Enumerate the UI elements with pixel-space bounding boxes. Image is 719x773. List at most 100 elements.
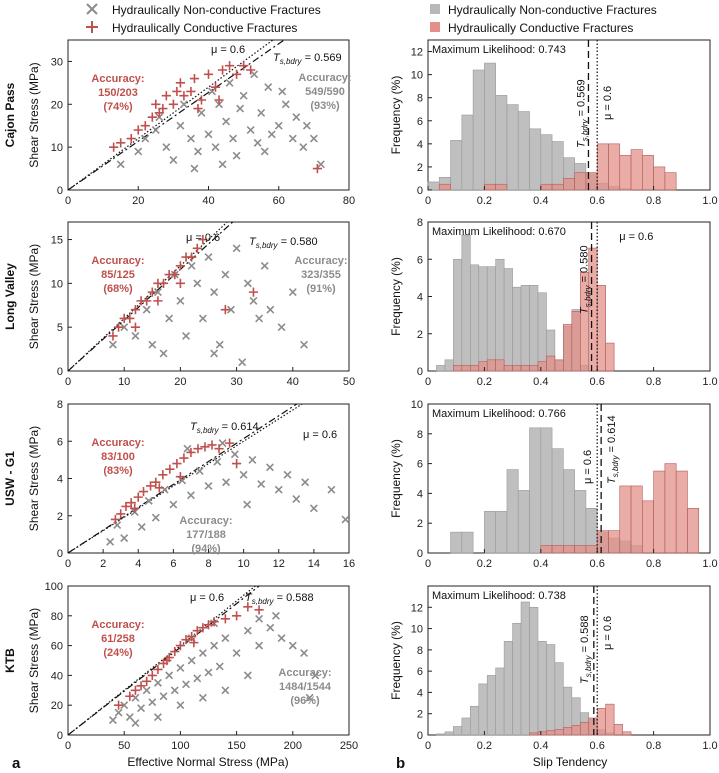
bar-conductive — [461, 365, 471, 372]
point-nonconductive — [204, 668, 213, 677]
histogram-panel-1: 0 0.2 0.4 0.6 0.8 1.0 0 2 4 6 8 Maximum Likelihood:… — [389, 217, 718, 388]
x-tick-label: 0.8 — [646, 558, 661, 570]
point-nonconductive — [193, 279, 202, 288]
point-nonconductive — [186, 491, 195, 500]
x-tick-label: 2 — [100, 558, 106, 570]
x-tick-label: 0 — [425, 740, 431, 752]
accuracy-conductive: 150/203 — [98, 87, 138, 99]
point-nonconductive — [227, 305, 235, 314]
bar-conductive — [563, 545, 575, 554]
x-tick-label: 30 — [230, 376, 242, 388]
x-tick-label: 8 — [205, 558, 211, 570]
accuracy-nonconductive: 1484/1544 — [279, 681, 332, 693]
point-conductive — [147, 670, 157, 680]
point-nonconductive — [125, 713, 134, 722]
point-nonconductive — [243, 279, 252, 288]
x-tick-label: 40 — [202, 195, 214, 207]
point-nonconductive — [218, 439, 227, 448]
point-nonconductive — [137, 522, 146, 531]
point-nonconductive — [229, 134, 238, 143]
x-tick-label: 0.4 — [533, 558, 548, 570]
bar-nonconductive — [484, 510, 496, 554]
point-nonconductive — [267, 130, 276, 139]
tsbdry-label: Ts,bdry = 0.614 — [606, 415, 620, 484]
bar-conductive — [495, 359, 505, 372]
point-nonconductive — [198, 314, 207, 323]
plot-area — [68, 404, 349, 553]
bar-conductive — [563, 727, 573, 736]
legend-label-con: Hydraulically Conductive Fractures — [112, 21, 297, 35]
bar-conductive — [596, 708, 606, 736]
histogram-panel-3: 0 0.2 0.4 0.6 0.8 1.0 0 2 4 6 8 10 12 Maximum Likelih… — [389, 585, 718, 752]
bar-conductive — [529, 365, 539, 372]
point-conductive — [210, 82, 221, 92]
scatter-xlabel: Effective Normal Stress (MPa) — [127, 755, 288, 769]
bar-conductive — [520, 365, 530, 372]
bar-conductive — [579, 721, 590, 736]
point-nonconductive — [197, 108, 206, 117]
point-conductive — [158, 470, 168, 480]
friction-label: μ = 0.6 — [619, 231, 653, 243]
point-nonconductive — [288, 288, 297, 297]
x-tick-label: 0.2 — [477, 376, 492, 388]
bar-nonconductive — [486, 675, 496, 736]
bar-conductive — [619, 485, 632, 554]
x-tick-label: 0 — [425, 376, 431, 388]
point-nonconductive — [271, 611, 280, 620]
x-tick-label: 1.0 — [702, 558, 717, 570]
bar-nonconductive — [512, 286, 522, 372]
bar-nonconductive — [444, 359, 454, 372]
bar-conductive — [642, 155, 654, 191]
legend-scatter: Hydraulically Non-conductive Fractures H… — [86, 3, 321, 35]
point-nonconductive — [281, 100, 290, 109]
x-tick-label: 50 — [343, 376, 355, 388]
bar-nonconductive — [554, 662, 564, 736]
accuracy-conductive: 85/125 — [101, 269, 135, 281]
bar-conductive — [551, 183, 564, 191]
bar-conductive — [563, 178, 575, 191]
bar-nonconductive — [453, 258, 463, 372]
scatter-panel-1: 0 10 20 30 40 50 0 5 10 15 Accuracy: 85/125 (68%) Acc… — [3, 221, 355, 388]
bar-conductive — [540, 183, 553, 191]
accuracy-nonconductive: Accuracy: — [298, 72, 351, 84]
x-tick-label: 10 — [238, 558, 250, 570]
y-tick-label: 8 — [417, 429, 423, 441]
legend-swatch-non — [430, 4, 440, 14]
point-nonconductive — [274, 485, 283, 494]
y-tick-label: 2 — [57, 511, 63, 523]
point-conductive — [172, 459, 182, 469]
bar-nonconductive — [540, 427, 553, 554]
bar-conductive — [537, 731, 547, 736]
point-nonconductive — [106, 537, 115, 546]
point-nonconductive — [153, 678, 162, 687]
y-tick-label: 10 — [51, 278, 63, 290]
point-conductive — [125, 313, 135, 324]
point-nonconductive — [300, 340, 309, 349]
y-tick-label: 0 — [57, 548, 63, 560]
bar-conductive — [664, 172, 677, 191]
bar-conductive — [540, 545, 553, 554]
bar-nonconductive — [551, 141, 564, 191]
point-nonconductive — [137, 704, 146, 713]
point-conductive — [193, 444, 203, 454]
bar-nonconductive — [512, 622, 522, 736]
point-nonconductive — [210, 349, 219, 358]
accuracy-conductive: (83%) — [103, 465, 133, 477]
point-nonconductive — [193, 147, 202, 156]
y-tick-label: 60 — [51, 641, 63, 653]
point-conductive — [175, 78, 185, 88]
bar-nonconductive — [450, 140, 463, 191]
point-conductive — [175, 278, 185, 288]
max-likelihood-label: Maximum Likelihood: 0.743 — [432, 44, 566, 56]
x-tick-label: 0 — [65, 195, 71, 207]
point-conductive — [187, 632, 197, 642]
bar-conductive — [478, 361, 488, 372]
accuracy-conductive: Accuracy: — [91, 619, 144, 631]
bar-conductive — [484, 183, 496, 191]
point-nonconductive — [249, 296, 258, 305]
x-tick-label: 20 — [174, 376, 186, 388]
x-tick-label: 0.8 — [646, 740, 661, 752]
point-conductive — [126, 498, 136, 508]
point-conductive — [246, 65, 256, 75]
